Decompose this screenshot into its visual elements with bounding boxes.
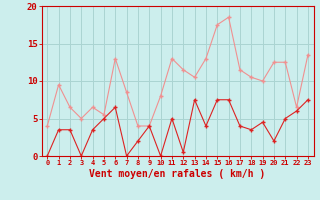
X-axis label: Vent moyen/en rafales ( km/h ): Vent moyen/en rafales ( km/h ) [90,169,266,179]
